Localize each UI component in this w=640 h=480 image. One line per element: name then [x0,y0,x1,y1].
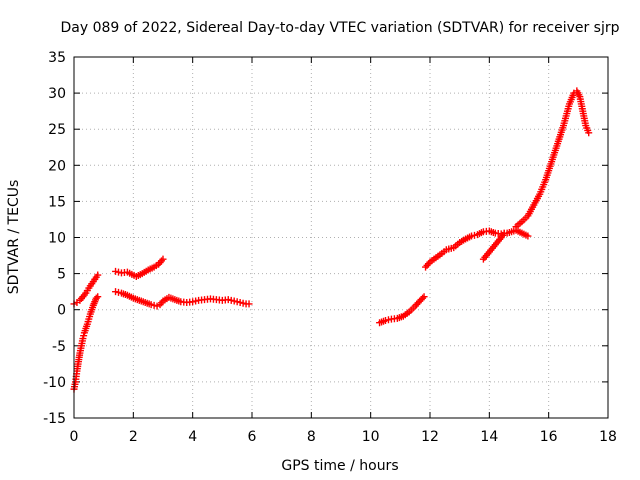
y-tick-label: 35 [48,50,66,66]
x-axis-label: GPS time / hours [281,458,398,474]
data-point [524,232,532,240]
y-axis-label: SDTVAR / TECUs [6,180,22,295]
data-point [94,271,102,279]
data-point [420,293,428,301]
y-tick-label: 30 [48,86,66,102]
x-tick-label: 4 [188,429,197,445]
series-sat-e [376,293,428,327]
data-point [94,293,102,301]
y-tick-label: 15 [48,194,66,210]
y-tick-label: 25 [48,122,66,138]
series-sat-f [422,226,532,271]
series-sat-d [112,288,253,310]
plot-frame [73,56,609,419]
data-points [70,87,593,393]
data-point [585,129,593,137]
x-tick-label: 14 [480,429,498,445]
axis-ticks: 0 2 4 6 8 10 12 14 16 18 -15 -10 -5 0 5 10 15 20 25 30 35 [43,50,617,445]
data-point [419,294,427,302]
chart-title: Day 089 of 2022, Sidereal Day-to-day VTE… [60,20,619,36]
x-tick-label: 10 [362,429,380,445]
x-tick-label: 18 [599,429,617,445]
x-tick-label: 0 [70,429,79,445]
y-tick-label: -10 [43,375,66,391]
data-point [245,300,253,308]
x-tick-label: 8 [307,429,316,445]
y-tick-label: 0 [57,303,66,319]
series-sat-c [112,255,167,280]
series-sat-h [512,87,593,231]
y-tick-label: 10 [48,231,66,247]
y-tick-label: -5 [52,339,66,355]
x-tick-label: 6 [248,429,257,445]
series-sat-a [70,271,102,308]
data-point [92,294,100,302]
y-tick-label: 20 [48,158,66,174]
series-sat-b [70,293,102,393]
series-sat-g [479,229,508,263]
x-tick-label: 16 [540,429,558,445]
data-point [500,229,508,237]
x-tick-label: 12 [421,429,439,445]
y-tick-label: 5 [57,267,66,283]
x-tick-label: 2 [129,429,138,445]
data-point [159,255,167,263]
grid [74,57,608,418]
y-tick-label: -15 [43,411,66,427]
